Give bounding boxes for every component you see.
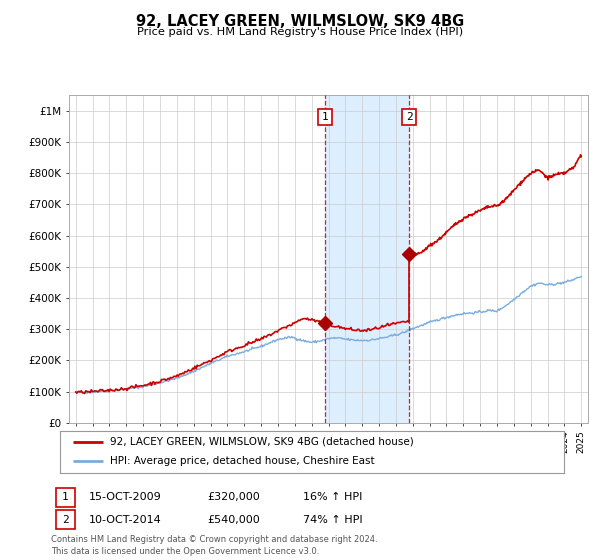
Text: Contains HM Land Registry data © Crown copyright and database right 2024.
This d: Contains HM Land Registry data © Crown c… bbox=[51, 535, 377, 556]
Text: Price paid vs. HM Land Registry's House Price Index (HPI): Price paid vs. HM Land Registry's House … bbox=[137, 27, 463, 38]
Text: 15-OCT-2009: 15-OCT-2009 bbox=[89, 492, 161, 502]
Text: 74% ↑ HPI: 74% ↑ HPI bbox=[303, 515, 362, 525]
Text: 1: 1 bbox=[62, 492, 69, 502]
Text: 2: 2 bbox=[406, 112, 412, 122]
Text: 2: 2 bbox=[62, 515, 69, 525]
Text: 16% ↑ HPI: 16% ↑ HPI bbox=[303, 492, 362, 502]
Text: 92, LACEY GREEN, WILMSLOW, SK9 4BG (detached house): 92, LACEY GREEN, WILMSLOW, SK9 4BG (deta… bbox=[110, 437, 414, 447]
Text: 92, LACEY GREEN, WILMSLOW, SK9 4BG: 92, LACEY GREEN, WILMSLOW, SK9 4BG bbox=[136, 14, 464, 29]
Text: 1: 1 bbox=[322, 112, 328, 122]
Text: £320,000: £320,000 bbox=[207, 492, 260, 502]
Bar bbox=[325, 95, 409, 423]
Text: HPI: Average price, detached house, Cheshire East: HPI: Average price, detached house, Ches… bbox=[110, 456, 375, 466]
Text: £540,000: £540,000 bbox=[207, 515, 260, 525]
Text: 10-OCT-2014: 10-OCT-2014 bbox=[89, 515, 161, 525]
